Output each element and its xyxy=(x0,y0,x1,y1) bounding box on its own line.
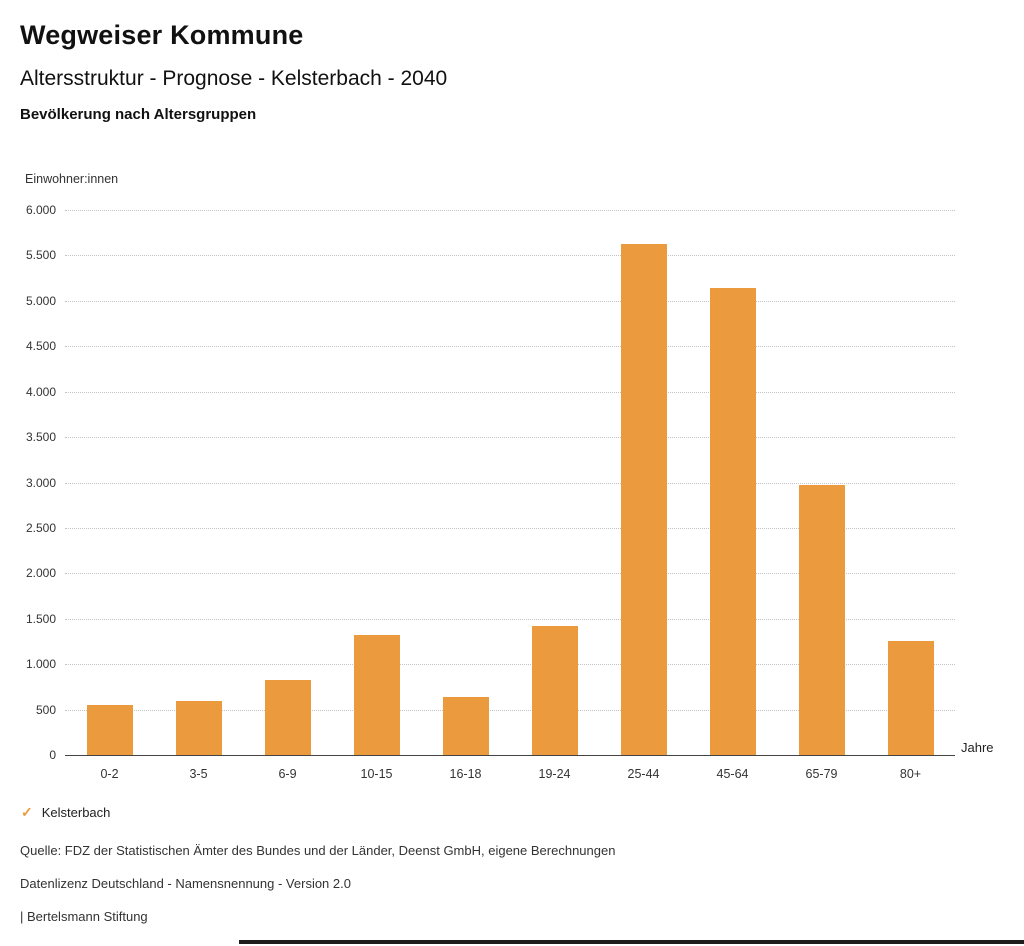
y-tick-label: 6.000 xyxy=(25,203,56,217)
plot-area xyxy=(65,210,955,756)
gridline xyxy=(65,210,955,211)
gridline xyxy=(65,573,955,575)
page-subtitle: Altersstruktur - Prognose - Kelsterbach … xyxy=(20,67,448,90)
x-tick-label: 0-2 xyxy=(100,767,119,781)
bar-6-9[interactable] xyxy=(264,679,311,755)
x-tick-label: 19-24 xyxy=(538,767,571,781)
source-line: Quelle: FDZ der Statistischen Ämter des … xyxy=(20,843,616,858)
gridline xyxy=(65,527,955,529)
legend-label: Kelsterbach xyxy=(41,805,111,820)
gridline xyxy=(65,255,955,257)
y-axis-title: Einwohner:innen xyxy=(25,172,119,186)
chart-heading: Bevölkerung nach Altersgruppen xyxy=(20,106,257,123)
chart: Einwohner:innen Jahre 0 500 1.000 1.500 2.00… xyxy=(0,172,1024,792)
y-tick-label: 2.500 xyxy=(25,520,56,535)
bar-65-79[interactable] xyxy=(798,485,845,755)
gridline xyxy=(65,618,955,620)
y-tick-label: 5.500 xyxy=(25,248,56,263)
x-tick-label: 80+ xyxy=(899,767,922,781)
x-axis-title: Jahre xyxy=(961,740,994,755)
bar-45-64[interactable] xyxy=(709,288,756,755)
y-tick-label: 5.000 xyxy=(25,293,56,308)
y-tick-label: 3.500 xyxy=(25,430,56,445)
header: Wegweiser Kommune Altersstruktur - Progn… xyxy=(20,20,447,123)
x-tick-label: 16-18 xyxy=(449,767,482,781)
x-tick-label: 65-79 xyxy=(805,767,838,781)
y-tick-label: 1.000 xyxy=(25,657,56,672)
x-tick-label: 25-44 xyxy=(627,767,660,781)
y-tick-label: 500 xyxy=(35,702,56,717)
x-tick-label: 45-64 xyxy=(716,767,749,781)
bar-3-5[interactable] xyxy=(175,701,222,755)
gridline xyxy=(65,391,955,393)
gridline xyxy=(65,346,955,348)
gridline xyxy=(65,437,955,439)
bar-19-24[interactable] xyxy=(531,626,578,755)
x-axis-line xyxy=(65,755,955,756)
x-tick-label: 6-9 xyxy=(278,767,297,781)
bar-25-44[interactable] xyxy=(620,243,667,755)
y-tick-label: 1.500 xyxy=(25,611,56,626)
gridline xyxy=(65,300,955,302)
y-tick-label: 3.000 xyxy=(25,475,56,490)
bar-10-15[interactable] xyxy=(353,635,400,755)
bar-16-18[interactable] xyxy=(442,696,489,755)
footer: Quelle: FDZ der Statistischen Ämter des … xyxy=(20,843,615,942)
y-tick-label: 0 xyxy=(49,748,56,762)
x-tick-label: 3-5 xyxy=(189,767,208,781)
legend-item-kelsterbach[interactable]: ✓ Kelsterbach xyxy=(21,804,110,821)
app-title: Wegweiser Kommune xyxy=(20,20,304,50)
brand-line: | Bertelsmann Stiftung xyxy=(20,909,148,924)
y-tick-label: 2.000 xyxy=(25,566,56,581)
license-line: Datenlizenz Deutschland - Namensnennung … xyxy=(20,876,351,891)
y-tick-label: 4.500 xyxy=(25,339,56,354)
bottom-divider xyxy=(239,940,1024,944)
y-tick-label: 4.000 xyxy=(25,384,56,399)
bar-0-2[interactable] xyxy=(86,705,133,755)
gridline xyxy=(65,709,955,711)
gridline xyxy=(65,482,955,484)
gridline xyxy=(65,664,955,666)
checkmark-icon: ✓ xyxy=(21,804,33,820)
x-tick-label: 10-15 xyxy=(360,767,393,781)
bar-80+[interactable] xyxy=(887,641,934,755)
